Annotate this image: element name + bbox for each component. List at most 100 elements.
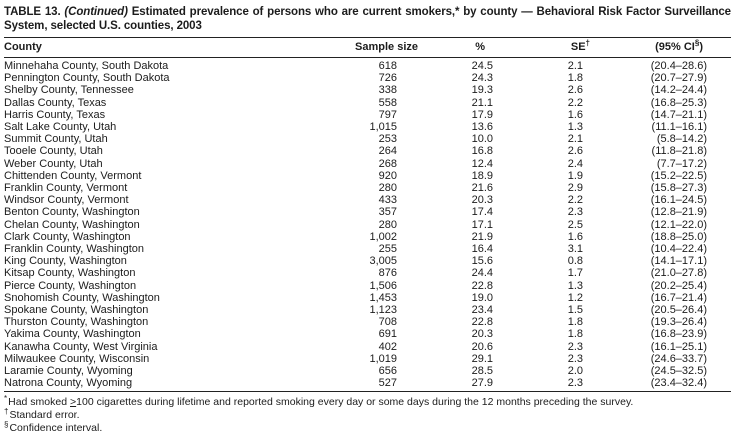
se-cell: 1.5	[567, 304, 583, 317]
se-cell: 2.3	[567, 206, 583, 219]
sample-cell: 1,019	[369, 352, 397, 365]
pct-cell: 24.3	[471, 72, 493, 85]
se-cell: 2.6	[567, 84, 583, 97]
county-cell: Tooele County, Utah	[4, 145, 103, 158]
se-cell: 1.8	[567, 72, 583, 85]
greater-equal-symbol: >	[70, 396, 77, 409]
ci-cell: (20.4–28.6)	[650, 60, 707, 72]
county-cell: Yakima County, Washington	[4, 328, 141, 341]
dagger-superscript: †	[585, 38, 590, 48]
sample-cell: 691	[378, 328, 397, 341]
se-cell: 2.1	[567, 60, 583, 72]
sample-cell: 708	[378, 316, 397, 329]
se-cell: 1.2	[567, 291, 583, 304]
section-superscript: §	[694, 38, 700, 48]
pct-cell: 20.3	[471, 194, 493, 207]
table-row: Clark County, Washington 1,002 21.9 1.6 (18.…	[4, 231, 731, 243]
se-cell: 2.3	[510, 377, 598, 393]
table-row: Franklin County, Washington 255 16.4 3.1 (10…	[4, 243, 731, 255]
pct-cell: 19.0	[471, 291, 493, 304]
ci-cell: (14.1–17.1)	[650, 255, 707, 268]
sample-cell: 558	[378, 96, 397, 109]
ci-cell: (23.4–32.4)	[598, 377, 731, 393]
sample-cell: 433	[378, 194, 397, 207]
sample-cell: 656	[378, 365, 397, 378]
table-title-text: Estimated prevalence of persons who are …	[4, 6, 731, 32]
pct-cell: 21.1	[471, 96, 493, 109]
se-cell: 0.8	[567, 255, 583, 268]
se-cell: 1.8	[567, 316, 583, 329]
se-cell: 1.7	[567, 267, 583, 280]
county-cell: Thurston County, Washington	[4, 316, 149, 329]
se-cell: 1.3	[567, 279, 583, 292]
county-cell: Weber County, Utah	[4, 157, 103, 170]
county-cell: Snohomish County, Washington	[4, 291, 160, 304]
table-row: Weber County, Utah 268 12.4 2.4 (7.7–17.2)	[4, 158, 731, 170]
pct-cell: 22.8	[471, 316, 493, 329]
county-cell: Franklin County, Vermont	[4, 182, 128, 195]
sample-cell: 280	[378, 182, 397, 195]
table-row: Salt Lake County, Utah 1,015 13.6 1.3 (11.1–…	[4, 121, 731, 133]
sample-cell: 527	[352, 377, 424, 393]
footnote-confidence-interval: §Confidence interval.	[4, 420, 731, 435]
ci-cell: (15.8–27.3)	[650, 182, 707, 195]
ci-cell: (15.2–22.5)	[650, 169, 707, 182]
county-cell: Kanawha County, West Virginia	[4, 340, 158, 353]
sample-cell: 726	[378, 72, 397, 85]
sample-cell: 268	[378, 157, 397, 170]
se-cell: 2.0	[567, 365, 583, 378]
table-row: Minnehaha County, South Dakota 618 24.5 2.1…	[4, 58, 731, 73]
county-cell: Spokane County, Washington	[4, 304, 149, 317]
ci-cell: (16.8–25.3)	[650, 96, 707, 109]
ci-cell: (11.1–16.1)	[651, 121, 707, 134]
table-row: Harris County, Texas 797 17.9 1.6 (14.7–21.1…	[4, 109, 731, 121]
asterisk-marker: *	[4, 393, 8, 403]
county-cell: Milwaukee County, Wisconsin	[4, 352, 150, 365]
ci-cell: (19.3–26.4)	[650, 316, 707, 329]
pct-cell: 16.4	[471, 243, 493, 256]
table-title-label: TABLE 13.	[4, 6, 61, 18]
table-row: Yakima County, Washington 691 20.3 1.8 (16.8…	[4, 328, 731, 340]
se-cell: 1.9	[567, 169, 583, 182]
col-header-se: SE†	[510, 37, 598, 58]
se-cell: 1.6	[567, 230, 583, 243]
table-row: Laramie County, Wyoming 656 28.5 2.0 (24.5–3…	[4, 365, 731, 377]
sample-cell: 3,005	[369, 255, 397, 268]
ci-cell: (12.8–21.9)	[650, 206, 707, 219]
ci-cell: (24.6–33.7)	[650, 352, 707, 365]
pct-cell: 19.3	[471, 84, 493, 97]
table-row: Pierce County, Washington 1,506 22.8 1.3 (20…	[4, 280, 731, 292]
pct-cell: 18.9	[471, 169, 493, 182]
county-cell: Clark County, Washington	[4, 230, 131, 243]
header-row: County Sample size % SE† (95% CI§)	[4, 37, 731, 58]
footnote-smokers-definition: *Had smoked >100 cigarettes during lifet…	[4, 393, 731, 409]
ci-cell: (20.5–26.4)	[650, 304, 707, 317]
table-row: Thurston County, Washington 708 22.8 1.8 (19…	[4, 316, 731, 328]
table-row: Dallas County, Texas 558 21.1 2.2 (16.8–25.3…	[4, 97, 731, 109]
table-row: Snohomish County, Washington 1,453 19.0 1.2…	[4, 292, 731, 304]
se-cell: 1.3	[567, 121, 583, 134]
se-cell: 1.8	[567, 328, 583, 341]
county-cell: King County, Washington	[4, 255, 127, 268]
pct-cell: 17.4	[471, 206, 493, 219]
sample-cell: 876	[378, 267, 397, 280]
pct-cell: 16.8	[471, 145, 493, 158]
sample-cell: 402	[378, 340, 397, 353]
sample-cell: 1,123	[369, 304, 397, 317]
ci-cell: (7.7–17.2)	[656, 157, 707, 170]
table-row: Pennington County, South Dakota 726 24.3 1.…	[4, 72, 731, 84]
se-cell: 2.2	[567, 194, 583, 207]
pct-cell: 13.6	[471, 121, 493, 134]
col-header-ci: (95% CI§)	[598, 37, 731, 58]
pct-cell: 24.4	[471, 267, 493, 280]
footnote-text: 100 cigarettes during lifetime and repor…	[76, 396, 634, 409]
table-row: Milwaukee County, Wisconsin 1,019 29.1 2.3 (…	[4, 353, 731, 365]
table-row: Franklin County, Vermont 280 21.6 2.9 (15.8–…	[4, 182, 731, 194]
se-cell: 2.2	[567, 96, 583, 109]
se-cell: 2.9	[567, 182, 583, 195]
county-cell: Windsor County, Vermont	[4, 194, 129, 207]
county-cell: Chittenden County, Vermont	[4, 169, 142, 182]
sample-cell: 253	[378, 133, 397, 146]
county-cell: Benton County, Washington	[4, 206, 140, 219]
